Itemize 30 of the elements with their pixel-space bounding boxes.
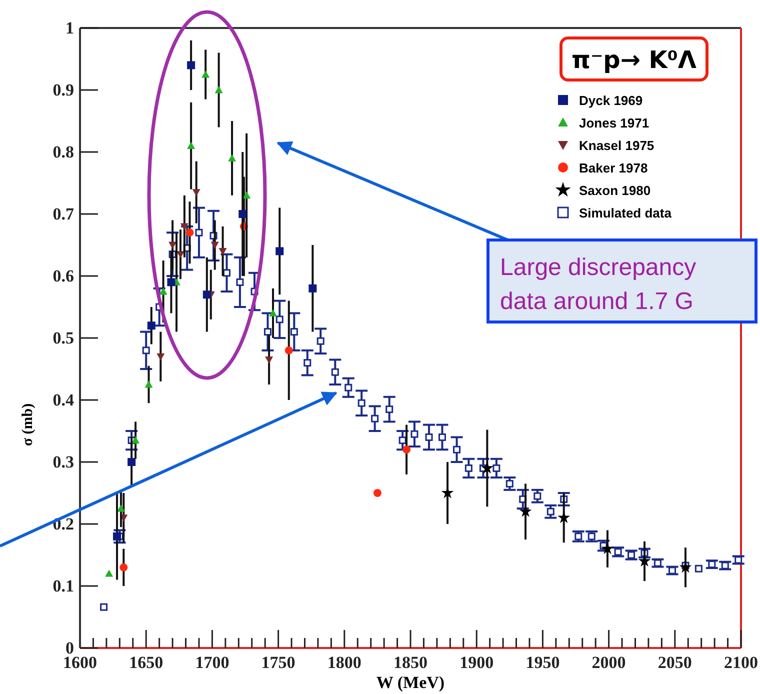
legend-label: Baker 1978 [579,160,648,176]
y-tick-label: 1 [66,18,74,38]
x-tick-label: 1750 [261,653,296,672]
legend-label: Dyck 1969 [579,93,643,108]
legend-label: Saxon 1980 [579,183,651,198]
x-tick-label: 1900 [460,653,494,672]
x-tick-label: 1650 [129,653,164,672]
x-tick-label: 1850 [394,653,428,672]
annotation: Large discrepancy [500,254,696,281]
y-tick-label: 0.4 [52,390,74,410]
y-tick-label: 0.3 [52,452,74,472]
x-tick-label: 2050 [658,653,692,672]
legend-label: Jones 1971 [579,116,650,130]
y-tick-label: 0.1 [52,576,74,596]
y-tick-label: 0.9 [52,80,74,100]
x-tick-label: 1800 [327,653,362,672]
x-axis-title: W (MeV) [376,673,445,692]
legend-label: Simulated data [579,206,672,220]
y-axis-title: σ (mb) [20,403,36,446]
legend-label: Knasel 1975 [579,138,654,153]
y-tick-label: 0.7 [52,204,74,224]
legend-title: π⁻p→ K⁰Λ [572,46,697,74]
annotation: data around 1.7 G [500,288,694,315]
y-tick-label: 0.5 [52,328,74,348]
x-tick-label: 1700 [195,653,230,672]
y-tick-label: 0.6 [52,266,74,286]
y-tick-label: 0.8 [52,142,74,162]
x-tick-label: 2100 [724,653,758,672]
x-tick-label: 1950 [526,653,560,672]
x-tick-label: 2000 [592,653,626,672]
